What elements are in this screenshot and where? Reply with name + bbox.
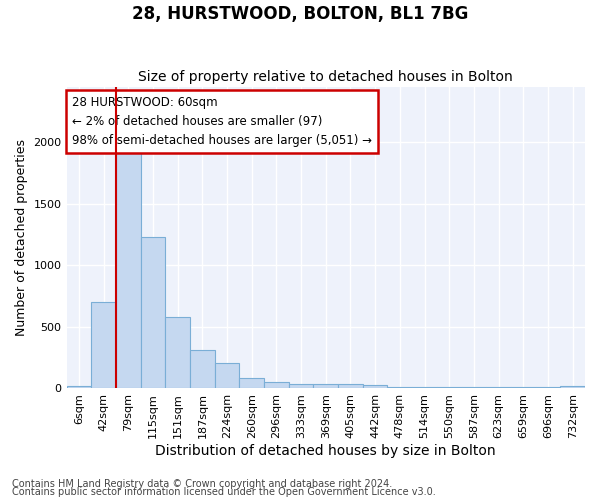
Title: Size of property relative to detached houses in Bolton: Size of property relative to detached ho… [139, 70, 513, 85]
Bar [91, 302, 116, 388]
Bar [264, 382, 289, 388]
Text: 28, HURSTWOOD, BOLTON, BL1 7BG: 28, HURSTWOOD, BOLTON, BL1 7BG [132, 5, 468, 23]
Text: 28 HURSTWOOD: 60sqm
← 2% of detached houses are smaller (97)
98% of semi-detache: 28 HURSTWOOD: 60sqm ← 2% of detached hou… [72, 96, 372, 147]
Text: Contains HM Land Registry data © Crown copyright and database right 2024.: Contains HM Land Registry data © Crown c… [12, 479, 392, 489]
Bar [190, 350, 215, 388]
Bar [116, 148, 140, 388]
Bar [239, 378, 264, 388]
Bar [215, 364, 239, 388]
Bar [165, 318, 190, 388]
Bar [560, 386, 585, 388]
Bar [67, 386, 91, 388]
Bar [338, 384, 363, 388]
Text: Contains public sector information licensed under the Open Government Licence v3: Contains public sector information licen… [12, 487, 436, 497]
Bar [140, 237, 165, 388]
Bar [313, 384, 338, 388]
Bar [289, 384, 313, 388]
Bar [363, 385, 388, 388]
Y-axis label: Number of detached properties: Number of detached properties [15, 139, 28, 336]
X-axis label: Distribution of detached houses by size in Bolton: Distribution of detached houses by size … [155, 444, 496, 458]
